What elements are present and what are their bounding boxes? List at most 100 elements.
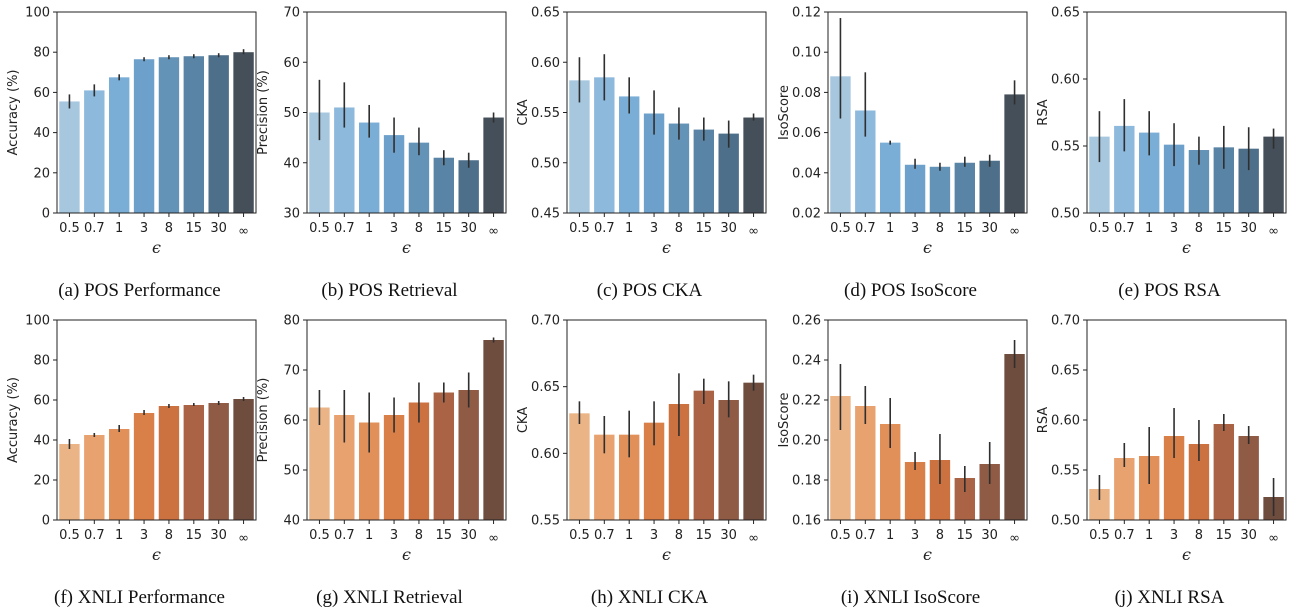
bar-d-0 bbox=[830, 76, 851, 213]
x-tick-label-d-7: ∞ bbox=[1009, 224, 1020, 239]
bar-b-2 bbox=[358, 122, 380, 213]
caption-g: (g) XNLI Retrieval bbox=[316, 587, 463, 608]
x-tick-label-d-5: 15 bbox=[957, 221, 974, 236]
y-tick-label-f-1: 20 bbox=[33, 474, 50, 489]
bar-d-7 bbox=[1004, 94, 1025, 213]
chart-panel-f: 0 20 40 60 80 100 0.5 0.7 1 3 8 15 30 ∞ ϵ Accuracy (%) (… bbox=[6, 314, 257, 608]
y-tick-label-g-2: 60 bbox=[283, 414, 300, 429]
x-tick-label-b-7: ∞ bbox=[488, 224, 499, 239]
bar-b-5 bbox=[433, 157, 455, 213]
y-tick-label-f-5: 100 bbox=[25, 314, 50, 329]
y-tick-label-j-4: 0.70 bbox=[1051, 314, 1080, 329]
y-tick-label-e-3: 0.65 bbox=[1051, 6, 1080, 21]
bar-d-6 bbox=[979, 160, 1000, 213]
bar-e-6 bbox=[1238, 148, 1259, 213]
bar-j-3 bbox=[1163, 436, 1185, 520]
caption-i: (i) XNLI IsoScore bbox=[841, 587, 980, 608]
bar-j-2 bbox=[1138, 456, 1160, 520]
y-tick-label-h-1: 0.60 bbox=[531, 447, 560, 462]
y-axis-title-e: RSA bbox=[1036, 99, 1051, 126]
bar-e-3 bbox=[1163, 144, 1185, 213]
y-tick-label-d-5: 0.12 bbox=[792, 6, 821, 21]
bar-f-6 bbox=[208, 403, 229, 520]
x-tick-label-j-3: 3 bbox=[1170, 528, 1178, 543]
y-tick-label-h-0: 0.55 bbox=[531, 514, 560, 529]
y-tick-label-b-2: 50 bbox=[283, 106, 300, 121]
x-tick-label-d-3: 3 bbox=[911, 221, 919, 236]
plot-frame-e bbox=[1086, 11, 1287, 214]
x-tick-label-e-0: 0.5 bbox=[1089, 221, 1110, 236]
x-tick-label-h-3: 3 bbox=[650, 528, 658, 543]
bar-d-1 bbox=[855, 110, 876, 213]
chart-panel-a: 0 20 40 60 80 100 0.5 0.7 1 3 8 15 30 ∞ ϵ Accuracy (%) (… bbox=[6, 6, 257, 301]
x-tick-label-h-0: 0.5 bbox=[569, 528, 590, 543]
x-tick-label-f-0: 0.5 bbox=[59, 528, 80, 543]
y-axis-title-b: Precision (%) bbox=[256, 70, 271, 155]
x-tick-label-h-1: 0.7 bbox=[594, 528, 615, 543]
bar-e-0 bbox=[1089, 136, 1110, 213]
x-tick-label-a-0: 0.5 bbox=[59, 221, 80, 236]
x-axis-title-c: ϵ bbox=[662, 238, 671, 257]
x-tick-label-i-3: 3 bbox=[911, 528, 919, 543]
x-tick-label-b-2: 1 bbox=[365, 221, 373, 236]
bar-d-4 bbox=[929, 166, 951, 213]
y-tick-label-c-4: 0.65 bbox=[531, 6, 560, 21]
y-tick-label-f-3: 60 bbox=[33, 394, 50, 409]
y-tick-label-i-0: 0.16 bbox=[792, 514, 821, 529]
chart-panel-g: 40 50 60 70 80 0.5 0.7 1 3 8 15 30 ∞ ϵ Precision (%) (g… bbox=[256, 314, 507, 608]
y-tick-label-c-0: 0.45 bbox=[531, 207, 560, 222]
x-tick-label-c-1: 0.7 bbox=[594, 221, 615, 236]
bar-c-1 bbox=[594, 77, 615, 213]
caption-f: (f) XNLI Performance bbox=[54, 587, 225, 608]
bar-g-1 bbox=[334, 415, 355, 520]
y-axis-title-f: Accuracy (%) bbox=[6, 377, 21, 463]
x-tick-label-h-7: ∞ bbox=[748, 531, 759, 546]
y-tick-label-c-2: 0.55 bbox=[531, 106, 560, 121]
bar-i-1 bbox=[855, 406, 876, 520]
x-tick-label-b-4: 8 bbox=[415, 221, 423, 236]
y-tick-label-j-0: 0.50 bbox=[1051, 514, 1080, 529]
y-tick-label-h-3: 0.70 bbox=[531, 314, 560, 329]
x-tick-label-d-0: 0.5 bbox=[830, 221, 851, 236]
chart-panel-c: 0.45 0.50 0.55 0.60 0.65 0.5 0.7 1 3 8 15 30 ∞ ϵ CKA (c… bbox=[516, 6, 767, 301]
bar-f-3 bbox=[133, 413, 155, 520]
x-tick-label-f-5: 15 bbox=[186, 528, 203, 543]
x-tick-label-b-3: 3 bbox=[390, 221, 398, 236]
bar-j-1 bbox=[1114, 458, 1135, 520]
x-tick-label-i-6: 30 bbox=[981, 528, 998, 543]
bar-b-4 bbox=[408, 142, 430, 213]
x-tick-label-h-6: 30 bbox=[720, 528, 737, 543]
bar-i-7 bbox=[1004, 354, 1025, 520]
y-axis-title-j: RSA bbox=[1036, 407, 1051, 434]
x-tick-label-c-5: 15 bbox=[696, 221, 713, 236]
x-tick-label-a-4: 8 bbox=[165, 221, 173, 236]
plot-frame-h bbox=[566, 319, 767, 521]
x-tick-label-i-0: 0.5 bbox=[830, 528, 851, 543]
bar-f-7 bbox=[233, 399, 254, 520]
x-tick-label-a-1: 0.7 bbox=[84, 221, 105, 236]
bar-c-7 bbox=[743, 117, 764, 213]
bar-d-3 bbox=[904, 164, 926, 213]
x-tick-label-i-1: 0.7 bbox=[855, 528, 876, 543]
x-tick-label-g-6: 30 bbox=[460, 528, 477, 543]
y-tick-label-a-2: 40 bbox=[33, 126, 50, 141]
x-axis-title-e: ϵ bbox=[1182, 238, 1191, 257]
caption-c: (c) POS CKA bbox=[597, 280, 703, 301]
bar-h-4 bbox=[668, 404, 690, 520]
x-tick-label-f-7: ∞ bbox=[238, 531, 249, 546]
y-tick-label-e-1: 0.55 bbox=[1051, 140, 1080, 155]
bar-j-0 bbox=[1089, 489, 1110, 520]
x-tick-label-e-2: 1 bbox=[1145, 221, 1153, 236]
x-tick-label-j-6: 30 bbox=[1240, 528, 1257, 543]
x-axis-title-j: ϵ bbox=[1182, 545, 1191, 564]
bar-a-6 bbox=[208, 55, 229, 214]
y-tick-label-d-4: 0.10 bbox=[792, 46, 821, 61]
x-tick-label-c-6: 30 bbox=[720, 221, 737, 236]
x-tick-label-a-7: ∞ bbox=[238, 224, 249, 239]
y-tick-label-e-2: 0.60 bbox=[1051, 73, 1080, 88]
x-tick-label-c-0: 0.5 bbox=[569, 221, 590, 236]
x-tick-label-h-5: 15 bbox=[696, 528, 713, 543]
y-tick-label-b-4: 70 bbox=[283, 6, 300, 21]
bar-g-4 bbox=[408, 402, 430, 520]
chart-panel-d: 0.02 0.04 0.06 0.08 0.10 0.12 0.5 0.7 1 3 8 15 30 ∞ ϵ I… bbox=[777, 6, 1028, 301]
